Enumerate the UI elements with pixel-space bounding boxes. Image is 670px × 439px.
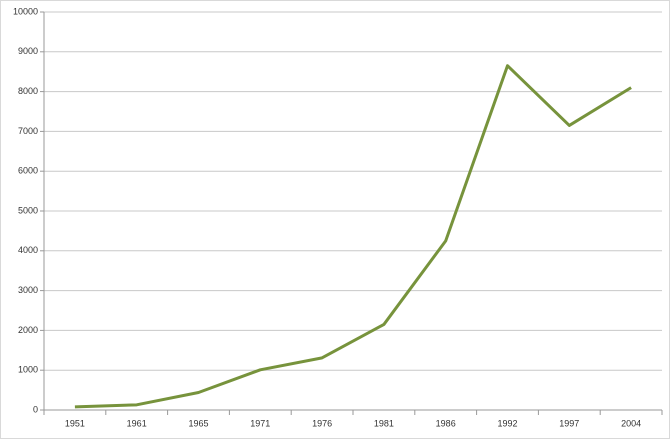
x-tick-label: 1965	[188, 418, 208, 428]
x-tick-label: 1971	[250, 418, 270, 428]
x-tick-label: 1992	[497, 418, 517, 428]
y-tick-label: 0	[33, 404, 38, 414]
x-tick-label: 1951	[65, 418, 85, 428]
x-tick-label: 2004	[621, 418, 641, 428]
x-tick-label: 1976	[312, 418, 332, 428]
y-tick-label: 4000	[18, 245, 38, 255]
y-tick-label: 10000	[13, 6, 38, 16]
y-tick-label: 9000	[18, 46, 38, 56]
y-tick-label: 8000	[18, 86, 38, 96]
y-tick-label: 5000	[18, 205, 38, 215]
y-tick-label: 3000	[18, 285, 38, 295]
x-tick-label: 1961	[127, 418, 147, 428]
line	[74, 64, 632, 409]
x-tick-label: 1997	[559, 418, 579, 428]
y-tick-label: 7000	[18, 126, 38, 136]
y-tick-label: 2000	[18, 325, 38, 335]
x-tick-label: 1986	[436, 418, 456, 428]
y-tick-label: 6000	[18, 166, 38, 176]
x-tick-label: 1981	[374, 418, 394, 428]
y-tick-label: 1000	[18, 365, 38, 375]
